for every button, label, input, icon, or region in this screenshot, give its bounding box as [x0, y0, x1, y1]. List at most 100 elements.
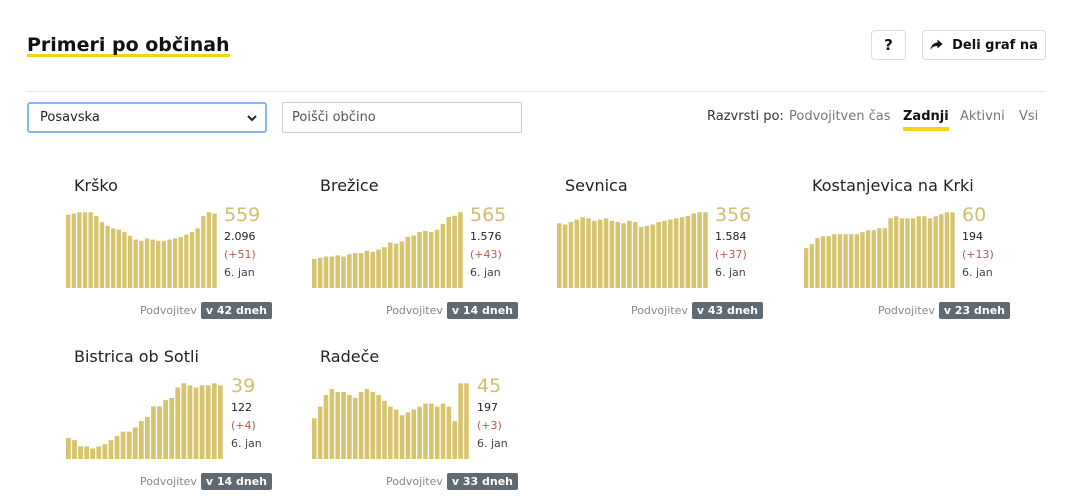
latest-value: 559: [224, 204, 261, 226]
daily-cases-bar: [312, 258, 317, 288]
daily-cases-bar: [568, 222, 574, 288]
total-value: 1.584: [715, 230, 747, 243]
daily-cases-bar: [405, 412, 411, 459]
municipality-card[interactable]: Radeče 45 197 (+3) 6. jan Podvojitev v 3…: [312, 347, 522, 497]
daily-cases-bar: [341, 256, 346, 288]
daily-cases-bar: [72, 440, 77, 459]
help-button[interactable]: ?: [871, 30, 906, 60]
daily-cases-bar: [347, 394, 352, 459]
latest-value: 45: [477, 375, 502, 397]
doubling-label: Podvojitev: [385, 475, 443, 488]
daily-cases-bar: [423, 230, 428, 288]
daily-cases-bar: [96, 446, 102, 459]
sort-option-latest[interactable]: Zadnji: [903, 109, 949, 131]
doubling-label: Podvojitev: [877, 304, 935, 317]
daily-cases-bar: [111, 228, 116, 288]
daily-cases-bar: [440, 403, 446, 459]
daily-cases-bar: [843, 234, 848, 288]
daily-cases-bar: [586, 218, 591, 288]
daily-cases-bar: [90, 448, 96, 459]
daily-cases-bar: [399, 241, 405, 288]
chevron-down-icon: [247, 115, 257, 122]
sort-option-active[interactable]: Aktivni: [960, 109, 1005, 124]
sort-option-doubling[interactable]: Podvojitven čas: [789, 109, 891, 124]
daily-cases-bar: [592, 220, 597, 288]
sort-option-all[interactable]: Vsi: [1019, 109, 1039, 124]
daily-cases-bar: [323, 256, 329, 288]
daily-cases-bar: [193, 387, 199, 459]
daily-cases-bar: [679, 217, 685, 288]
cases-bar-chart: [66, 212, 217, 288]
search-input[interactable]: [282, 102, 522, 133]
daily-cases-bar: [809, 244, 814, 288]
daily-cases-bar: [434, 229, 440, 288]
municipality-card[interactable]: Kostanjevica na Krki 60 194 (+13) 6. jan…: [804, 176, 1014, 326]
daily-cases-bar: [644, 225, 650, 288]
daily-cases-bar: [685, 215, 691, 288]
daily-cases-bar: [205, 385, 211, 459]
latest-value: 39: [231, 375, 256, 397]
daily-cases-bar: [458, 383, 463, 459]
daily-cases-bar: [871, 230, 876, 288]
share-arrow-icon: [930, 39, 943, 50]
doubling-label: Podvojitev: [139, 304, 197, 317]
help-button-label: ?: [884, 36, 893, 54]
daily-cases-bar: [358, 253, 364, 288]
daily-cases-bar: [615, 222, 621, 288]
municipality-card[interactable]: Sevnica 356 1.584 (+37) 6. jan Podvojite…: [557, 176, 767, 326]
cases-bar-chart: [66, 383, 223, 459]
daily-cases-bar: [849, 234, 854, 288]
date-label: 6. jan: [224, 266, 255, 279]
daily-cases-bar: [922, 216, 927, 288]
daily-cases-bar: [133, 239, 138, 288]
daily-cases-bar: [691, 213, 697, 288]
daily-cases-bar: [464, 383, 469, 459]
daily-cases-bar: [150, 239, 155, 288]
doubling-badge: v 43 dneh: [691, 302, 763, 319]
daily-cases-bar: [122, 232, 127, 288]
daily-cases-bar: [108, 440, 114, 459]
daily-cases-bar: [199, 385, 205, 459]
daily-cases-bar: [393, 243, 399, 288]
daily-cases-bar: [673, 218, 679, 288]
municipality-name: Bistrica ob Sotli: [74, 347, 199, 366]
municipality-name: Kostanjevica na Krki: [812, 176, 974, 195]
delta-value: (+37): [715, 248, 747, 261]
daily-cases-bar: [370, 392, 376, 459]
municipality-card[interactable]: Bistrica ob Sotli 39 122 (+4) 6. jan Pod…: [66, 347, 276, 497]
daily-cases-bar: [382, 400, 387, 459]
doubling-badge: v 14 dneh: [200, 473, 272, 490]
daily-cases-bar: [411, 235, 416, 288]
daily-cases-bar: [352, 397, 358, 459]
daily-cases-bar: [832, 234, 837, 288]
municipality-card[interactable]: Krško 559 2.096 (+51) 6. jan Podvojitev …: [66, 176, 276, 326]
page-title: Primeri po občinah: [27, 34, 230, 57]
daily-cases-bar: [195, 228, 200, 288]
share-button[interactable]: Deli graf na: [922, 30, 1046, 60]
cases-bar-chart: [804, 212, 955, 288]
municipality-card[interactable]: Brežice 565 1.576 (+43) 6. jan Podvojite…: [312, 176, 522, 326]
daily-cases-bar: [184, 234, 189, 288]
daily-cases-bar: [352, 253, 358, 288]
daily-cases-bar: [393, 409, 399, 459]
daily-cases-bar: [78, 446, 83, 459]
daily-cases-bar: [452, 215, 457, 288]
latest-value: 60: [962, 204, 987, 226]
daily-cases-bar: [877, 228, 882, 288]
daily-cases-bar: [894, 216, 899, 288]
daily-cases-bar: [167, 239, 172, 288]
daily-cases-bar: [71, 213, 76, 288]
daily-cases-bar: [939, 214, 944, 288]
sort-label: Razvrsti po:: [707, 109, 784, 124]
daily-cases-bar: [388, 242, 393, 288]
date-label: 6. jan: [715, 266, 746, 279]
daily-cases-bar: [434, 406, 440, 459]
daily-cases-bar: [364, 389, 370, 459]
daily-cases-bar: [206, 212, 212, 288]
daily-cases-bar: [627, 220, 632, 288]
daily-cases-bar: [144, 238, 150, 288]
daily-cases-bar: [335, 392, 340, 459]
daily-cases-bar: [163, 400, 169, 459]
region-select[interactable]: Posavska: [27, 102, 267, 133]
doubling-label: Podvojitev: [385, 304, 443, 317]
